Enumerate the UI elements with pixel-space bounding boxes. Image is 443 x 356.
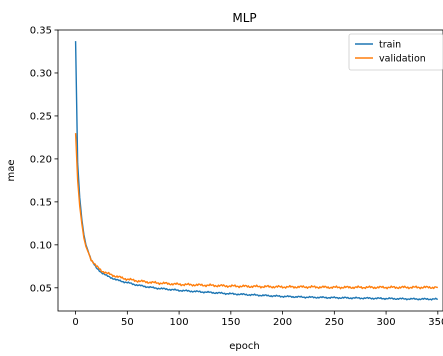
x-tick-label: 350 xyxy=(428,317,443,328)
series-line-train xyxy=(74,41,438,301)
y-tick-label: 0.30 xyxy=(30,68,52,79)
x-tick-label: 150 xyxy=(221,317,240,328)
legend-label-train: train xyxy=(379,40,401,51)
y-tick-label: 0.10 xyxy=(30,240,52,251)
y-tick-label: 0.20 xyxy=(30,154,52,165)
y-tick-label: 0.15 xyxy=(30,197,52,208)
x-tick-label: 200 xyxy=(273,317,292,328)
x-axis-label: epoch xyxy=(229,341,259,352)
y-tick-label: 0.05 xyxy=(30,283,52,294)
legend-label-validation: validation xyxy=(379,54,426,65)
x-tick-label: 50 xyxy=(121,317,134,328)
x-tick-label: 250 xyxy=(325,317,344,328)
x-tick-label: 100 xyxy=(170,317,189,328)
legend: train validation xyxy=(348,33,443,71)
legend-box xyxy=(348,33,443,71)
series-lines xyxy=(74,41,438,301)
y-axis-label: mae xyxy=(6,159,17,181)
plot-frame xyxy=(57,29,443,312)
axes: 0 50 100 150 200 250 300 350 0.05 0.10 0.15 0.20 0.2… xyxy=(30,26,443,328)
x-tick-label: 0 xyxy=(72,317,78,328)
series-line-validation xyxy=(74,133,438,290)
x-tick-label: 300 xyxy=(377,317,396,328)
chart-title: MLP xyxy=(232,11,256,25)
y-tick-label: 0.35 xyxy=(30,26,52,37)
y-tick-label: 0.25 xyxy=(30,111,52,122)
